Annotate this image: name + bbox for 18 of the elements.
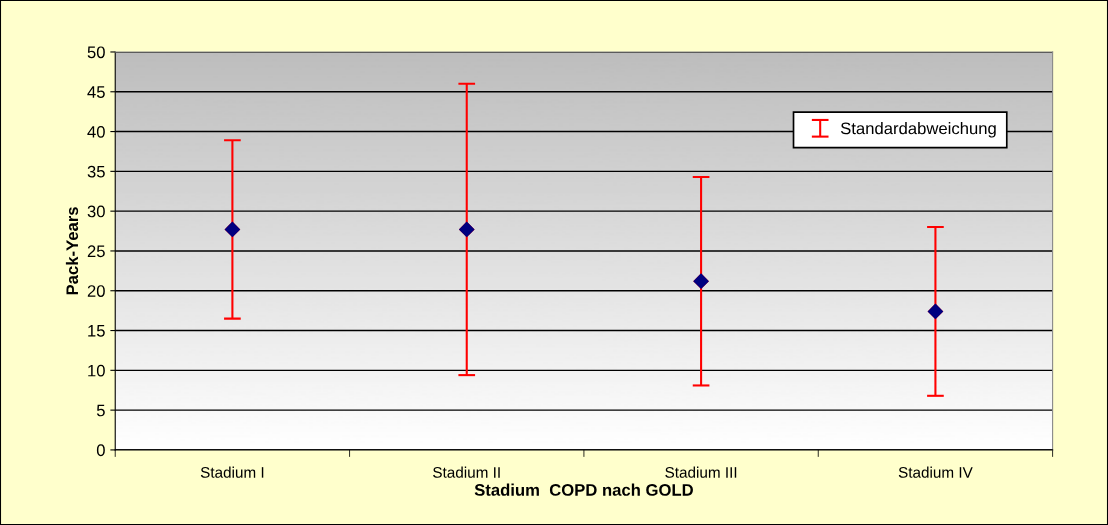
x-tick-label: Stadium IV xyxy=(898,466,973,478)
y-tick-label: 10 xyxy=(88,364,105,377)
y-tick-label: 30 xyxy=(87,205,105,218)
y-tick-label: 40 xyxy=(87,125,105,138)
y-tick-label: 0 xyxy=(96,444,105,457)
legend-label: Standardabweichung xyxy=(840,122,996,138)
y-tick-label: 25 xyxy=(87,245,105,258)
x-tick-label: Stadium II xyxy=(433,466,500,478)
x-tick-label: Stadium I xyxy=(200,466,264,478)
y-tick-label: 5 xyxy=(96,404,105,417)
x-tick-label: Stadium III xyxy=(665,466,737,478)
y-tick-label: 20 xyxy=(87,285,105,297)
y-tick-label: 50 xyxy=(87,46,105,59)
x-axis-title: Stadium COPD nach GOLD xyxy=(474,483,693,496)
y-tick-label: 35 xyxy=(87,165,105,178)
y-tick-label: 15 xyxy=(88,325,105,337)
y-axis-title: Pack-Years xyxy=(65,207,79,295)
y-tick-label: 45 xyxy=(87,86,105,98)
